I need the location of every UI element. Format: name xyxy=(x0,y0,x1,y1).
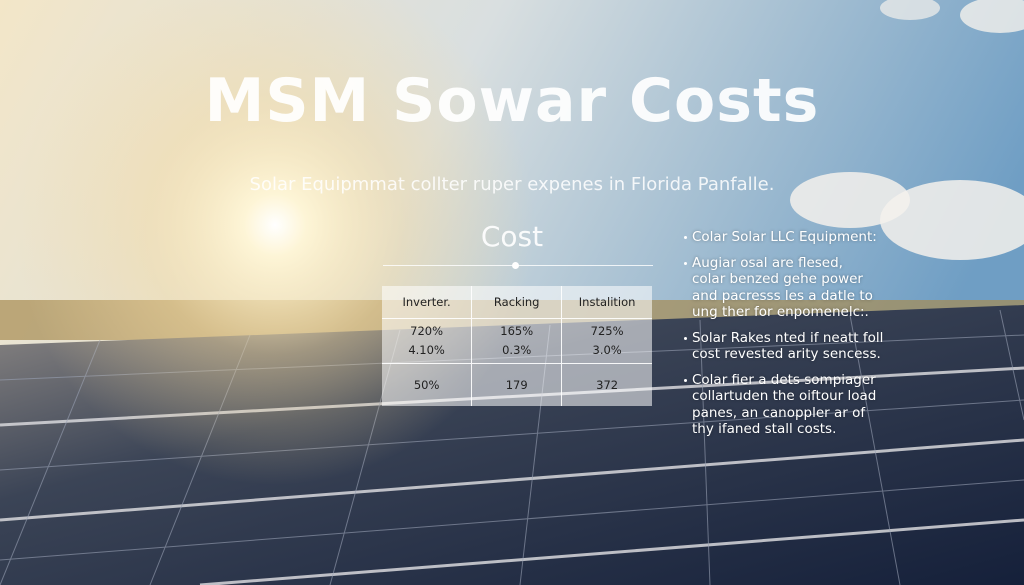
note-line: ung ther for enpomenelc:. xyxy=(692,304,869,320)
cell-line: 725% xyxy=(590,324,624,338)
note-line: Colar fier a dets sompiager xyxy=(692,371,876,388)
divider-dot xyxy=(512,262,519,269)
column-header: Instalition xyxy=(561,286,652,319)
note-line: panes, an canoppler ar of xyxy=(692,404,866,421)
title: MSM Sowar Costs xyxy=(204,66,820,136)
notes-list: Colar Solar LLC Equipment: Augiar osal ar… xyxy=(684,229,914,447)
note-line: colar benzed gehe power xyxy=(692,271,863,287)
cell-line: 3.0% xyxy=(592,343,622,357)
cell-line: 0.3% xyxy=(502,343,532,357)
table-cell: 165% 0.3% xyxy=(471,318,562,364)
section-heading: Cost xyxy=(480,220,544,253)
cell-line: 4.10% xyxy=(408,343,445,357)
table-cell: 179 xyxy=(471,363,562,406)
column-header: Inverter. xyxy=(402,295,451,309)
table-cell: 50% xyxy=(382,363,472,406)
note-item: Colar Solar LLC Equipment: xyxy=(684,229,914,246)
note-item: Colar fier a dets sompiager collartuden t… xyxy=(684,372,914,438)
note-item: Augiar osal are flesed, colar benzed gehe… xyxy=(684,255,914,321)
column-header: Racking xyxy=(471,286,562,319)
table-cell: 725% 3.0% xyxy=(561,318,652,364)
note-item: Solar Rakes nted if neatt foll cost reves… xyxy=(684,330,914,363)
subtitle: Solar Equipmmat collter ruper expenes in… xyxy=(249,174,775,195)
note-line: collartuden the oiftour load xyxy=(692,388,877,404)
note-line: thy ifaned stall costs. xyxy=(692,421,837,437)
table-cell: 372 xyxy=(561,363,652,406)
note-line: cost revested arity sencess. xyxy=(692,346,881,362)
note-line: Colar Solar LLC Equipment: xyxy=(692,229,877,245)
table-cell: 720% 4.10% xyxy=(382,318,472,364)
cost-table: Inverter. Racking Instalition 720% 4.10% … xyxy=(382,286,652,406)
cell-line: 165% xyxy=(500,324,534,338)
note-line: and pacresss les a datle to xyxy=(692,287,873,304)
note-line: Augiar osal are flesed, xyxy=(692,254,843,271)
cell-line: 720% xyxy=(410,324,444,338)
note-line: Solar Rakes nted if neatt foll xyxy=(692,329,884,346)
